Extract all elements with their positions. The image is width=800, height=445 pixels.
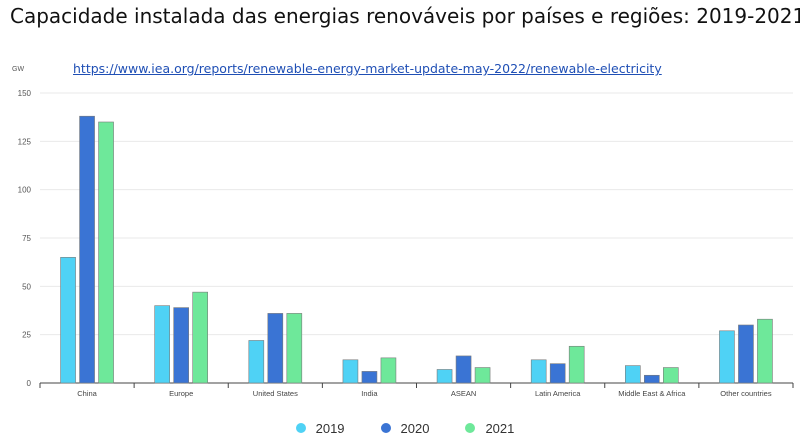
bar-2021 [474,367,491,384]
bar-2020 [644,374,660,384]
x-tick-label: ASEAN [451,389,476,398]
bar-2019 [154,305,170,384]
legend-item-2020[interactable]: 2020 [380,418,430,438]
x-tick-label: Europe [169,389,193,398]
y-tick-label: 50 [22,282,31,291]
legend-label-2021: 2021 [485,420,515,436]
bar-2020 [267,313,284,384]
x-tick-label: Latin America [535,389,581,398]
bar-2019 [719,330,735,384]
legend-swatch-2020 [380,423,391,433]
bar-2019 [625,365,641,384]
y-tick-label: 0 [27,379,32,388]
legend: 2019 2020 2021 [5,418,800,438]
y-axis-unit-label: GW [12,66,25,73]
bar-2021 [192,291,208,384]
bar-2021 [757,318,773,384]
x-tick-label: Middle East & Africa [618,389,686,398]
bar-2019 [342,359,359,384]
x-tick-label: India [361,389,378,398]
source-link[interactable]: https://www.iea.org/reports/renewable-en… [73,61,662,76]
x-tick-label: Other countries [720,389,772,398]
legend-label-2020: 2020 [400,420,430,436]
bar-2021 [663,367,679,384]
legend-item-2019[interactable]: 2019 [295,418,345,438]
bar-2019 [530,359,547,384]
bar-2019 [60,257,76,384]
bar-2021 [568,345,585,384]
bar-2021 [380,357,397,384]
legend-item-2021[interactable]: 2021 [465,418,514,438]
bar-2019 [248,340,265,384]
bar-2021 [98,121,114,384]
y-tick-label: 25 [22,331,31,340]
bar-2020 [549,363,566,384]
bar-2021 [286,313,303,384]
x-tick-label: United States [253,389,298,398]
chart-title: Capacidade instalada das energias renová… [10,4,800,28]
bar-2020 [361,371,378,384]
legend-label-2019: 2019 [315,420,345,436]
x-tick-label: China [77,389,97,398]
y-tick-label: 75 [22,234,31,243]
bar-2020 [79,115,95,384]
bar-2020 [738,324,754,384]
legend-swatch-2021 [465,423,476,433]
y-tick-label: 100 [18,186,32,195]
legend-swatch-2019 [295,423,306,433]
bar-2020 [173,307,189,384]
y-tick-label: 150 [18,89,32,98]
bar-2019 [436,369,453,384]
bar-2020 [455,355,472,384]
y-tick-label: 125 [18,137,32,146]
